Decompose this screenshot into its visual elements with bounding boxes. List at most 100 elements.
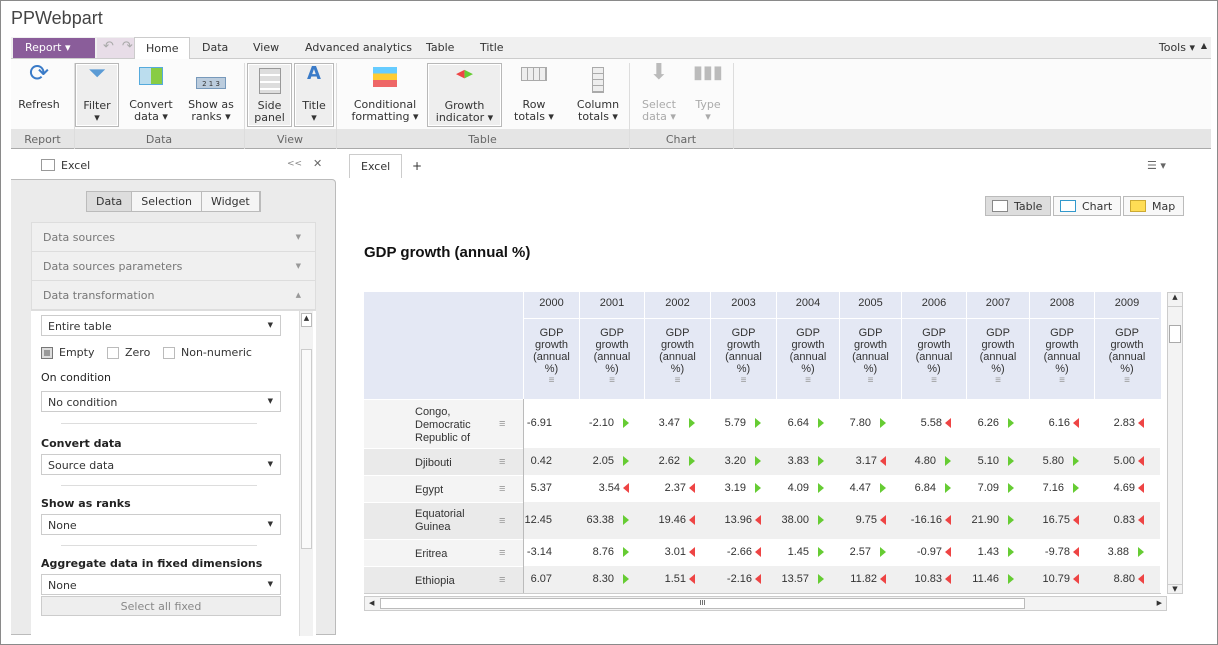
close-panel-button[interactable]: ✕ [313, 157, 323, 170]
table-cell: 1.45 [777, 539, 840, 566]
title-button[interactable]: A Title ▾ [294, 63, 334, 127]
table-cell: 8.80 [1095, 566, 1160, 593]
table-horizontal-scrollbar[interactable]: ◀ III ▶ [364, 596, 1167, 611]
ranks-select[interactable]: None ▼ [41, 514, 281, 535]
button-label-2: ▾ [94, 111, 100, 124]
checkbox-label: Non-numeric [181, 346, 252, 359]
table-cell: 9.75 [840, 502, 902, 539]
checkbox[interactable] [107, 346, 119, 359]
row-totals-button[interactable]: Row totals ▾ [509, 63, 559, 127]
view-map-button[interactable]: Map [1123, 196, 1185, 216]
checkbox[interactable] [41, 346, 53, 359]
cell-value: 6.07 [530, 573, 552, 585]
tools-menu[interactable]: Tools ▾ [1158, 41, 1195, 54]
doc-tab-excel[interactable]: Excel [349, 154, 403, 178]
refresh-button[interactable]: ⟳ Refresh [13, 61, 65, 127]
filter-icon[interactable]: ≡ [740, 375, 747, 386]
filter-button[interactable]: ⏷ Filter ▾ [75, 63, 119, 127]
redo-icon[interactable]: ↷ [121, 39, 141, 54]
column-totals-button[interactable]: Column totals ▾ [568, 63, 628, 127]
condition-value: No condition [48, 396, 118, 409]
filter-icon[interactable]: ≡ [674, 375, 681, 386]
panel-scrollbar[interactable]: ▲ [299, 311, 313, 636]
on-condition-label: On condition [41, 371, 111, 384]
filter-icon[interactable]: ≡ [499, 546, 506, 559]
cell-value: 6.16 [1048, 417, 1070, 429]
filter-icon[interactable]: ≡ [499, 455, 506, 468]
side-panel-button[interactable]: Side panel [247, 63, 292, 127]
button-label: Conditional [353, 98, 417, 111]
table-cell: -3.14 [524, 539, 580, 566]
checkbox-non-numeric[interactable]: Non-numeric [163, 346, 252, 359]
cell-value: -0.97 [916, 546, 942, 558]
filter-icon[interactable]: ≡ [548, 375, 555, 386]
view-table-button[interactable]: Table [985, 196, 1052, 216]
filter-icon[interactable]: ≡ [1124, 375, 1130, 386]
view-chart-button[interactable]: Chart [1053, 196, 1122, 216]
panel-tab-widget[interactable]: Widget [201, 192, 260, 211]
ranks-button[interactable]: 2 1 3 Show as ranks ▾ [183, 63, 239, 127]
layout-menu-icon[interactable]: ☰ ▾ [1147, 159, 1166, 172]
cell-value: 1.43 [977, 546, 999, 558]
checkbox-zero[interactable]: Zero [107, 346, 150, 359]
collapse-panel-button[interactable]: << [287, 159, 303, 169]
filter-icon[interactable]: ≡ [1059, 375, 1065, 386]
collapse-ribbon-icon[interactable]: ▲ [1200, 41, 1207, 50]
cell-value: -3.14 [526, 546, 552, 558]
filter-icon[interactable]: ≡ [609, 375, 615, 386]
report-menu-button[interactable]: Report ▾ [13, 38, 95, 58]
add-tab-button[interactable]: + [412, 159, 423, 173]
conditional-formatting-icon [370, 67, 400, 95]
section-data-sources-parameters[interactable]: Data sources parameters ▼ [32, 252, 315, 281]
filter-icon[interactable]: ≡ [499, 417, 506, 430]
filter-icon[interactable]: ≡ [499, 573, 506, 586]
year-label: 2006 [921, 297, 947, 309]
tab-view[interactable]: View [253, 41, 280, 54]
aggregate-select[interactable]: None ▼ [41, 574, 281, 595]
filter-icon[interactable]: ≡ [995, 375, 1001, 386]
tab-advanced-analytics[interactable]: Advanced analytics [305, 41, 412, 54]
tab-title[interactable]: Title [480, 41, 504, 54]
section-data-transformation[interactable]: Data transformation ▲ [32, 281, 315, 310]
cell-value: 3.83 [787, 455, 809, 467]
panel-tab-selection[interactable]: Selection [132, 192, 202, 211]
growth-indicator-button[interactable]: ◀▶ Growth indicator ▾ [427, 63, 502, 127]
conditional-formatting-button[interactable]: Conditional formatting ▾ [345, 63, 425, 127]
table-cell: -9.78 [1030, 539, 1095, 566]
row-label: Congo, Democratic Republic of [415, 406, 471, 444]
scroll-up-icon[interactable]: ▲ [301, 313, 312, 327]
condition-select[interactable]: No condition ▼ [41, 391, 281, 412]
button-label-2: ranks ▾ [191, 110, 231, 123]
growth-up-icon [880, 418, 886, 429]
scope-select[interactable]: Entire table ▼ [41, 315, 281, 336]
table-cell: 1.43 [967, 539, 1030, 566]
convert-data-button[interactable]: Convert data ▾ [125, 63, 177, 127]
cell-value: 16.75 [1042, 514, 1070, 526]
filter-icon[interactable]: ≡ [931, 375, 937, 386]
checkbox-empty[interactable]: Empty [41, 346, 94, 359]
convert-data-select[interactable]: Source data ▼ [41, 454, 281, 475]
growth-up-icon [818, 456, 824, 467]
section-data-sources[interactable]: Data sources ▼ [32, 223, 315, 252]
filter-icon[interactable]: ≡ [805, 375, 811, 386]
filter-icon[interactable]: ≡ [499, 514, 506, 527]
table-cell: -0.97 [902, 539, 967, 566]
table-cell: 1.51 [645, 566, 711, 593]
checkbox[interactable] [163, 346, 175, 359]
tab-home[interactable]: Home [134, 37, 191, 60]
cell-value: 12.45 [524, 514, 552, 526]
filter-icon[interactable]: ≡ [867, 375, 874, 386]
table-vertical-scrollbar[interactable]: ▲ ▼ [1167, 292, 1183, 594]
panel-tab-data[interactable]: Data [87, 192, 133, 211]
growth-up-icon [1008, 483, 1014, 494]
tab-data[interactable]: Data [202, 41, 229, 54]
select-all-fixed-button[interactable]: Select all fixed [41, 596, 281, 616]
year-label: 2005 [858, 297, 883, 309]
measure-label: GDP growth (annual %) [915, 327, 953, 375]
tab-table[interactable]: Table [426, 41, 455, 54]
growth-down-icon [880, 515, 886, 526]
table-cell: 13.57 [777, 566, 840, 593]
cell-value: -2.66 [726, 546, 752, 558]
filter-icon[interactable]: ≡ [499, 482, 506, 495]
undo-icon[interactable]: ↶ [103, 39, 122, 54]
